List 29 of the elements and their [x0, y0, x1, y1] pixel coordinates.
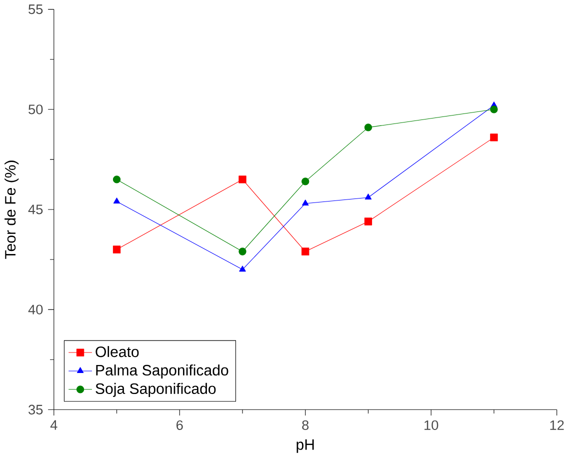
- point: [364, 193, 372, 200]
- point: [302, 199, 309, 206]
- y-axis-title: Teor de Fe (%): [4, 160, 19, 259]
- x-tick-label: 8: [302, 420, 309, 430]
- point: [113, 197, 120, 204]
- y-tick-label: 55: [28, 4, 43, 14]
- point: [490, 133, 498, 142]
- legend-label: Soja Saponificado: [96, 382, 216, 397]
- point: [364, 217, 372, 226]
- y-tick-label: 40: [28, 304, 43, 314]
- point: [112, 245, 121, 254]
- x-tick-label: 10: [424, 420, 438, 430]
- x-tick-label: 4: [50, 420, 58, 430]
- point: [364, 123, 372, 132]
- point: [112, 175, 121, 184]
- y-tick-label: 45: [28, 204, 43, 214]
- y-tick-label: 50: [28, 104, 43, 114]
- legend-label: Palma Saponificado: [96, 364, 228, 378]
- x-tick-label: 6: [176, 420, 183, 430]
- x-tick-label: 12: [550, 420, 564, 430]
- y-tick-label: 35: [28, 404, 43, 414]
- point: [238, 247, 246, 256]
- point: [238, 175, 246, 184]
- x-axis-title: pH: [296, 439, 314, 453]
- point: [302, 247, 310, 256]
- point: [490, 105, 498, 114]
- legend-label: Oleato: [96, 346, 139, 357]
- point: [302, 177, 310, 186]
- point: [239, 265, 246, 272]
